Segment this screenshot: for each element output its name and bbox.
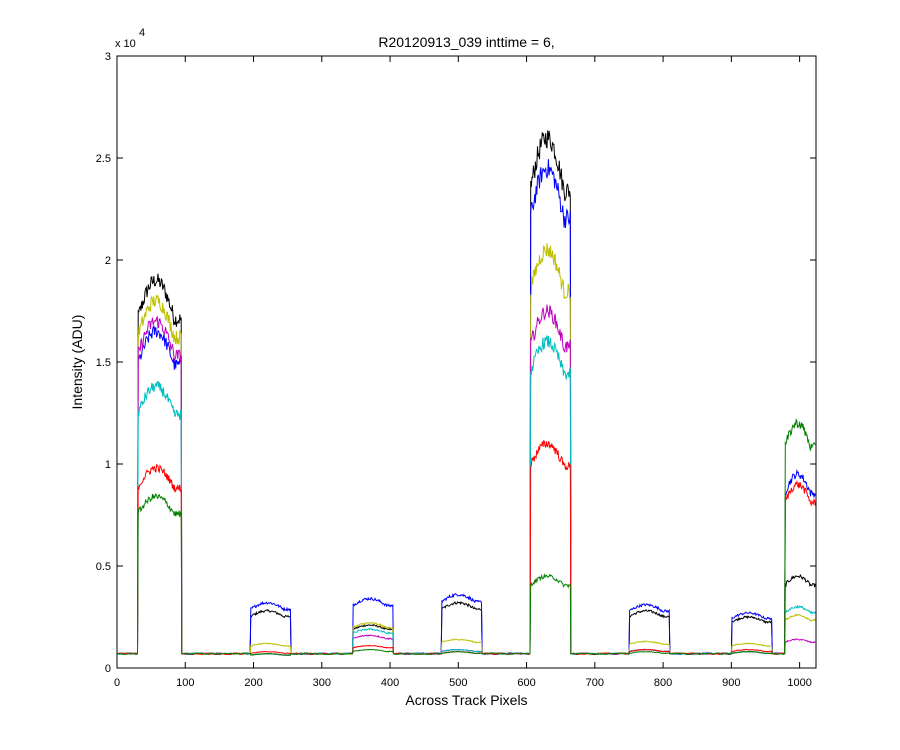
plot-area-frame bbox=[116, 55, 817, 669]
series-line-2 bbox=[116, 159, 816, 656]
series-line-7 bbox=[116, 418, 816, 656]
x-tick-label: 700 bbox=[586, 677, 604, 689]
x-tick-label: 400 bbox=[381, 677, 399, 689]
series-line-6 bbox=[116, 440, 816, 656]
x-tick-label: 600 bbox=[517, 677, 535, 689]
y-tick-label: 1 bbox=[105, 459, 111, 471]
x-axis: 0 100 200 300 400 500 600 700 800 900 1000 bbox=[114, 56, 812, 689]
x-axis-title: Across Track Pixels bbox=[405, 692, 527, 708]
x-tick-label: 500 bbox=[449, 677, 467, 689]
y-exponent-power: 4 bbox=[139, 27, 145, 39]
y-tick-label: 2.5 bbox=[96, 153, 111, 165]
y-tick-label: 3 bbox=[105, 51, 111, 63]
x-tick-label: 1000 bbox=[787, 677, 811, 689]
x-tick-label: 100 bbox=[176, 677, 194, 689]
x-tick-label: 900 bbox=[722, 677, 740, 689]
x-tick-label: 800 bbox=[654, 677, 672, 689]
y-axis: 0 0.5 1 1.5 2 2.5 3 bbox=[96, 51, 816, 675]
series-line-5 bbox=[116, 335, 816, 656]
x-tick-label: 300 bbox=[313, 677, 331, 689]
y-tick-label: 0.5 bbox=[96, 561, 111, 573]
y-exponent-label: x 10 bbox=[115, 38, 136, 50]
x-tick-label: 200 bbox=[244, 677, 262, 689]
y-axis-title: Intensity (ADU) bbox=[69, 315, 85, 410]
y-tick-label: 0 bbox=[105, 663, 111, 675]
y-tick-label: 1.5 bbox=[96, 357, 111, 369]
series-line-4 bbox=[116, 304, 816, 657]
series-line-3 bbox=[116, 243, 816, 656]
series-line-1 bbox=[116, 130, 816, 656]
y-tick-label: 2 bbox=[105, 255, 111, 267]
x-tick-label: 0 bbox=[114, 677, 120, 689]
chart-title: R20120913_039 inttime = 6, bbox=[378, 34, 554, 50]
series-layer bbox=[116, 130, 816, 657]
